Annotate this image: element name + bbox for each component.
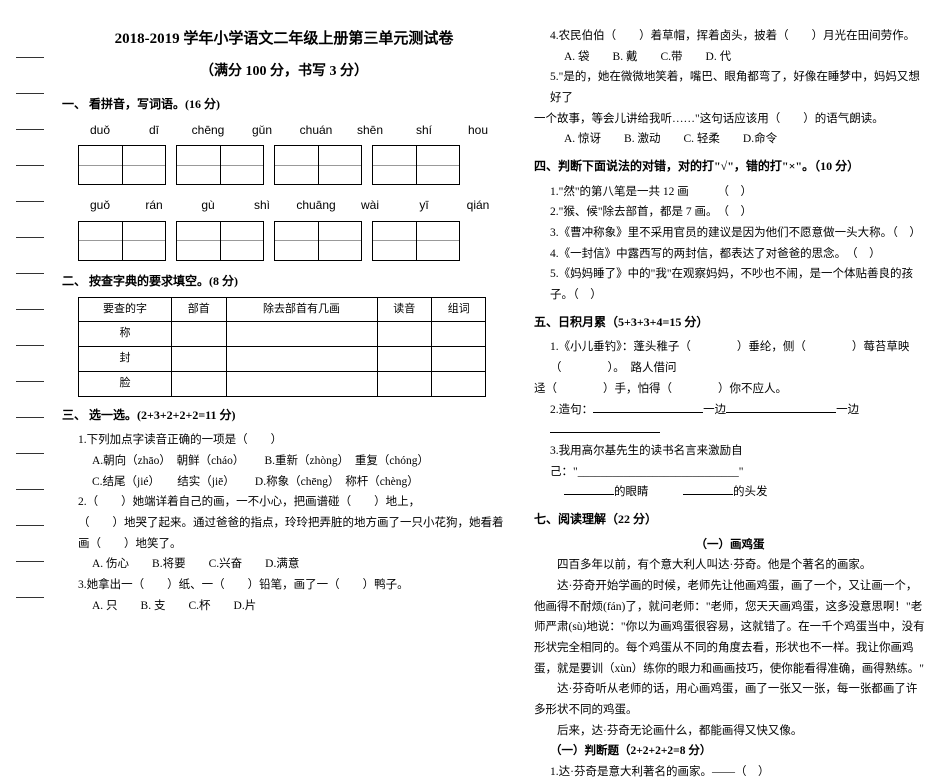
blank: [564, 483, 614, 495]
l1a: 1.《小儿垂钓》：蓬头稚子（ ）垂纶，侧（ ）莓苔草映（ ）。 路人借问: [550, 337, 926, 378]
section-7: 七、阅读理解（22 分）: [534, 509, 926, 531]
py: yī: [402, 195, 446, 217]
tianzi: [176, 145, 264, 185]
section-3: 三、 选一选。(2+3+2+2+2=11 分): [62, 405, 506, 427]
th: 除去部首有几画: [226, 297, 377, 322]
j4: 4.《一封信》中露西写的两封信，都表达了对爸爸的思念。 （ ）: [550, 244, 926, 265]
py: chuāng: [294, 195, 338, 217]
l2: 2.造句：一边一边: [550, 400, 926, 441]
opt5: A. 惊讶 B. 激动 C. 轻柔 D.命令: [564, 129, 926, 150]
tianzi: [372, 145, 460, 185]
section-1: 一、 看拼音，写词语。(16 分): [62, 94, 506, 116]
py: dī: [132, 120, 176, 142]
blank: [726, 401, 836, 413]
tianzi: [274, 221, 362, 261]
tianzi: [176, 221, 264, 261]
q4: 4.农民伯伯（ ）着草帽，挥着卤头，披着（ ）月光在田间劳作。: [550, 26, 926, 47]
pinyin-row-1: duǒ dī chēng gǔn chuán shēn shí hou: [78, 120, 506, 142]
section-4: 四、判断下面说法的对错，对的打"√"，错的打"×"。（10 分）: [534, 156, 926, 178]
py: hou: [456, 120, 500, 142]
j5: 5.《妈妈睡了》中的"我"在观察妈妈，不吵也不闹，是一个体贴善良的孩子。（ ）: [550, 264, 926, 305]
left-column: 2018-2019 学年小学语文二年级上册第三单元测试卷 （满分 100 分，书…: [48, 0, 520, 655]
tianzi: [78, 145, 166, 185]
py: gǔn: [240, 120, 284, 142]
py: shì: [240, 195, 284, 217]
l1b: 迳（ ）手，怕得（ ）你不应人。: [534, 379, 926, 400]
th: 要查的字: [79, 297, 172, 322]
exam-title: 2018-2019 学年小学语文二年级上册第三单元测试卷: [62, 26, 506, 53]
q2: 2.（ ）她端详着自己的画，一不小心，把画谱碰（ ）地上，: [78, 492, 506, 513]
opt4: A. 袋 B. 戴 C.带 D. 代: [564, 47, 926, 68]
opt3: A. 只 B. 支 C.杯 D.片: [92, 596, 506, 617]
l3b: 的眼睛 的头发: [564, 482, 926, 503]
tianzi: [274, 145, 362, 185]
td: 脸: [79, 371, 172, 396]
sub: （一）判断题（2+2+2+2=8 分）: [550, 741, 926, 762]
blank: [683, 483, 733, 495]
section-5: 五、日积月累（5+3+3+4=15 分）: [534, 312, 926, 334]
opt2: A. 伤心 B.将要 C.兴奋 D.满意: [92, 554, 506, 575]
py: wài: [348, 195, 392, 217]
q3: 3.她拿出一（ ）纸、一（ ）铅笔，画了一（ ）鸭子。: [78, 575, 506, 596]
td: 封: [79, 347, 172, 372]
opt: C.结尾（jié） 结实（jiē） D.称象（chēng） 称杆（chèng）: [92, 472, 506, 493]
reading-title: （一）画鸡蛋: [534, 535, 926, 556]
q5b: 一个故事，等会儿讲给我听……"这句话应该用（ ）的语气朗读。: [534, 109, 926, 130]
j1: 1."然"的第八笔是一共 12 画 （ ）: [550, 182, 926, 203]
jj1: 1.达·芬奇是意大利著名的画家。——（ ）: [550, 762, 926, 783]
py: rán: [132, 195, 176, 217]
py: shēn: [348, 120, 392, 142]
th: 部首: [172, 297, 226, 322]
py: chēng: [186, 120, 230, 142]
opt: A.朝向（zhāo） 朝鲜（cháo） B.重新（zhòng） 重复（chóng…: [92, 451, 506, 472]
o: A.朝向（zhāo） 朝鲜（cháo）: [92, 455, 239, 467]
dict-table: 要查的字 部首 除去部首有几画 读音 组词 称 封 脸: [78, 297, 486, 397]
p2: 达·芬奇开始学画的时候，老师先让他画鸡蛋，画了一个，又让画一个，他画得不耐烦(f…: [534, 576, 926, 679]
th: 组词: [431, 297, 485, 322]
j2: 2."猴、候"除去部首，都是 7 画。 （ ）: [550, 202, 926, 223]
blank: [593, 401, 703, 413]
py: chuán: [294, 120, 338, 142]
p3: 达·芬奇听从老师的话，用心画鸡蛋，画了一张又一张，每一张都画了许多形状不同的鸡蛋…: [534, 679, 926, 720]
right-column: 4.农民伯伯（ ）着草帽，挥着卤头，披着（ ）月光在田间劳作。 A. 袋 B. …: [520, 0, 940, 655]
o: C.结尾（jié） 结实（jiē）: [92, 476, 229, 488]
py: duǒ: [78, 120, 122, 142]
py: qián: [456, 195, 500, 217]
p4: 后来，达·芬奇无论画什么，都能画得又快又像。: [534, 721, 926, 742]
tianzi: [78, 221, 166, 261]
exam-subtitle: （满分 100 分，书写 3 分）: [62, 59, 506, 84]
q5a: 5."是的，她在微微地笑着，嘴巴、眼角都弯了，好像在睡梦中，妈妈又想好了: [550, 67, 926, 108]
py: gù: [186, 195, 230, 217]
tian-row-1: [78, 145, 506, 185]
section-2: 二、 按查字典的要求填空。(8 分): [62, 271, 506, 293]
q1: 1.下列加点字读音正确的一项是（ ）: [78, 430, 506, 451]
py: guǒ: [78, 195, 122, 217]
td: 称: [79, 322, 172, 347]
o: D.称象（chēng） 称杆（chèng）: [255, 476, 419, 488]
tianzi: [372, 221, 460, 261]
tian-row-2: [78, 221, 506, 261]
l3a: 3.我用高尔基先生的读书名言来激励自己："___________________…: [550, 441, 926, 482]
th: 读音: [377, 297, 431, 322]
j3: 3.《曹冲称象》里不采用官员的建议是因为他们不愿意做一头大称。（ ）: [550, 223, 926, 244]
pinyin-row-2: guǒ rán gù shì chuāng wài yī qián: [78, 195, 506, 217]
py: shí: [402, 120, 446, 142]
blank: [550, 421, 660, 433]
q2b: （ ）地哭了起来。通过爸爸的指点，玲玲把弄脏的地方画了一只小花狗，她看着画（ ）…: [78, 513, 506, 554]
p1: 四百多年以前，有个意大利人叫达·芬奇。他是个著名的画家。: [534, 555, 926, 576]
o: B.重新（zhòng） 重复（chóng）: [264, 455, 429, 467]
